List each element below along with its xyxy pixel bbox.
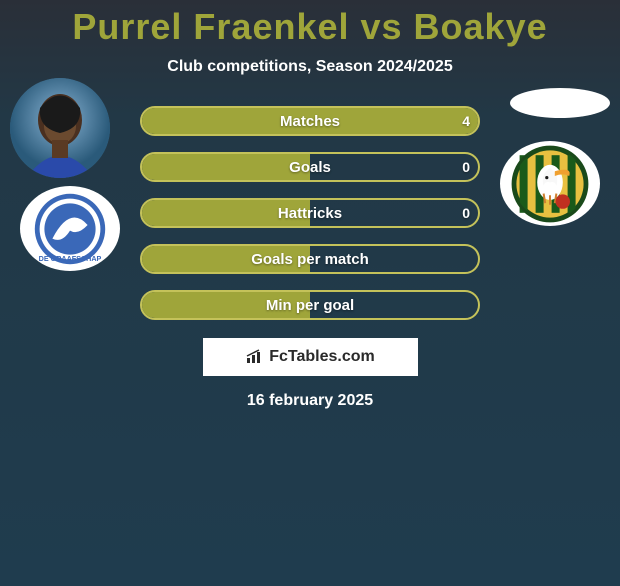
stat-rows: Matches 4 Goals 0 Hattricks 0 Goals per … [140, 106, 480, 320]
club-right-logo [500, 141, 600, 226]
club-left-text: DE GRAAFSCHAP [39, 254, 102, 263]
club-left-logo: DE GRAAFSCHAP [20, 186, 120, 271]
stat-label: Min per goal [266, 297, 354, 314]
chart-icon [245, 349, 265, 365]
stat-value-left: 4 [462, 113, 470, 129]
page-title: Purrel Fraenkel vs Boakye [0, 6, 620, 48]
stat-row-matches: Matches 4 [140, 106, 480, 136]
brand-text: FcTables.com [269, 348, 375, 366]
stat-row-goals: Goals 0 [140, 152, 480, 182]
player-left-photo [10, 78, 110, 178]
stat-row-hattricks: Hattricks 0 [140, 198, 480, 228]
stat-label: Goals per match [251, 251, 369, 268]
stat-label: Matches [280, 113, 340, 130]
stat-label: Goals [289, 159, 331, 176]
stat-value-left: 0 [462, 205, 470, 221]
stat-label: Hattricks [278, 205, 342, 222]
brand-badge[interactable]: FcTables.com [203, 338, 418, 376]
stat-row-goals-per-match: Goals per match [140, 244, 480, 274]
player-right-placeholder [510, 88, 610, 118]
subtitle: Club competitions, Season 2024/2025 [0, 58, 620, 76]
stat-fill [142, 154, 310, 180]
comparison-panel: DE GRAAFSCHAP Matches 4 Goals [0, 106, 620, 410]
stat-value-left: 0 [462, 159, 470, 175]
stat-row-min-per-goal: Min per goal [140, 290, 480, 320]
footer-date: 16 february 2025 [0, 392, 620, 410]
